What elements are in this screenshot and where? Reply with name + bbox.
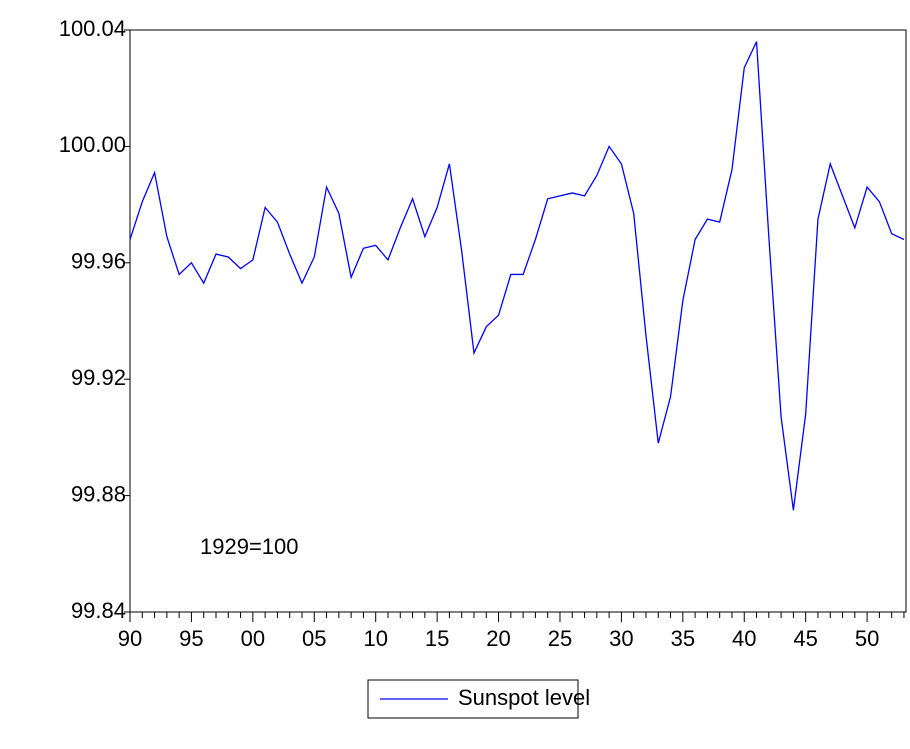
x-tick-label: 00	[241, 626, 265, 651]
data-line	[129, 41, 905, 511]
x-tick-label: 50	[855, 626, 879, 651]
y-tick-label: 99.92	[71, 365, 126, 390]
y-tick-label: 99.88	[71, 481, 126, 506]
x-tick-label: 05	[302, 626, 326, 651]
annotation: 1929=100	[200, 534, 299, 559]
x-tick-label: 25	[548, 626, 572, 651]
x-tick-label: 15	[425, 626, 449, 651]
x-tick-label: 10	[363, 626, 387, 651]
x-tick-label: 30	[609, 626, 633, 651]
y-tick-label: 100.00	[59, 132, 126, 157]
y-tick-label: 100.04	[59, 16, 126, 41]
plot-frame	[129, 29, 907, 613]
x-tick-label: 20	[486, 626, 510, 651]
x-tick-label: 95	[179, 626, 203, 651]
y-tick-label: 99.96	[71, 249, 126, 274]
x-tick-label: 40	[732, 626, 756, 651]
x-tick-label: 35	[671, 626, 695, 651]
legend-label: Sunspot level	[458, 685, 590, 710]
x-tick-label: 45	[793, 626, 817, 651]
x-tick-label: 90	[118, 626, 142, 651]
y-tick-label: 99.84	[71, 598, 126, 623]
